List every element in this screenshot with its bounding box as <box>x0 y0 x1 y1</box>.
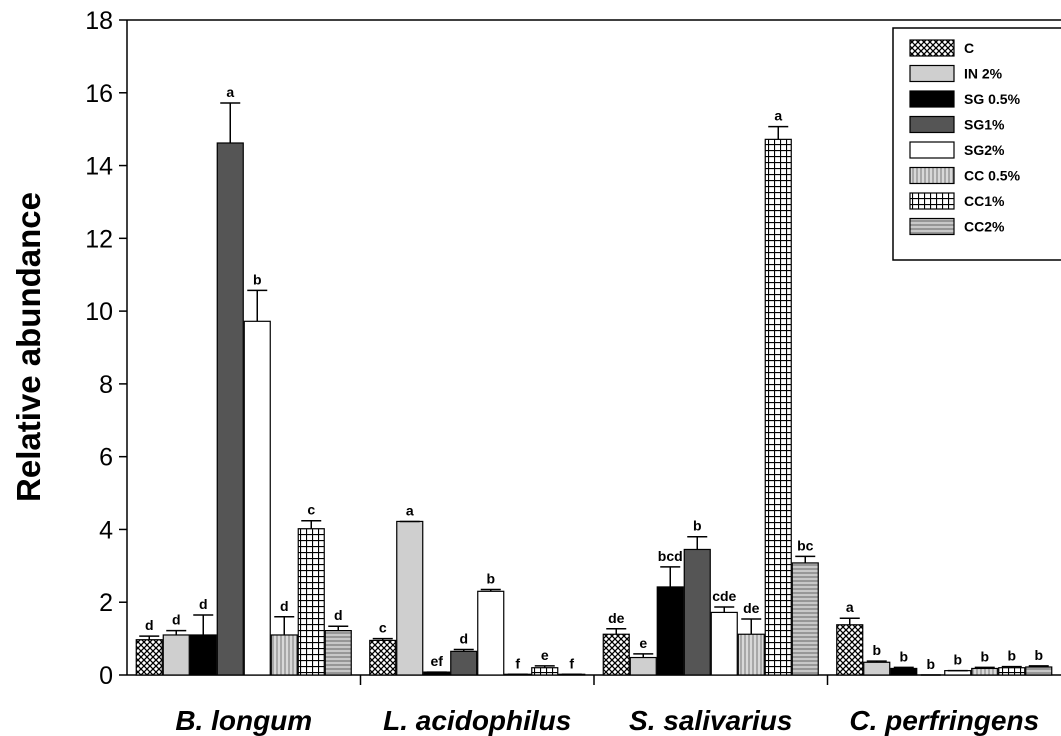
significance-label: c <box>379 620 387 636</box>
category-label: B. longum <box>175 705 312 736</box>
significance-label: d <box>334 607 343 623</box>
bar-sg1- <box>450 650 478 676</box>
legend-swatch <box>909 115 955 134</box>
significance-label: d <box>199 596 208 612</box>
legend-label: SG1% <box>964 117 1005 133</box>
bar-cc-0-5- <box>270 634 298 676</box>
legend-swatch <box>909 217 955 236</box>
y-axis-ticks: 0 2 4 6 8 10 12 14 16 18 <box>85 7 127 690</box>
y-tick-label: 4 <box>99 516 113 544</box>
significance-label: a <box>406 502 414 518</box>
y-tick-label: 12 <box>85 225 113 253</box>
significance-label: d <box>459 631 468 647</box>
significance-label: e <box>541 647 549 663</box>
significance-label: b <box>253 271 262 287</box>
bar-cc2- <box>1025 666 1053 676</box>
legend-label: CC2% <box>964 219 1005 235</box>
significance-label: b <box>1034 647 1043 663</box>
y-tick-label: 18 <box>85 7 113 35</box>
y-tick-label: 6 <box>99 444 113 472</box>
bar-cc1- <box>297 528 325 676</box>
significance-label: b <box>899 648 908 664</box>
significance-label: e <box>639 635 647 651</box>
significance-label: cde <box>712 588 736 604</box>
bar-in-2- <box>863 661 891 676</box>
bar-c <box>836 624 864 676</box>
legend-swatch <box>909 64 955 83</box>
significance-label: a <box>226 84 234 100</box>
bar-sg-0-5- <box>890 667 918 676</box>
legend-label: CC1% <box>964 193 1005 209</box>
bar-sg-0-5- <box>189 634 217 676</box>
legend-swatch <box>909 39 955 57</box>
category-label: L. acidophilus <box>383 705 571 736</box>
bar-c <box>369 639 397 676</box>
significance-label: c <box>307 502 315 518</box>
bar-cc-0-5- <box>971 667 999 676</box>
y-tick-label: 0 <box>99 662 113 690</box>
legend: C IN 2% SG 0.5% SG1% SG2% CC 0.5% CC1% CC2% <box>892 27 1061 261</box>
significance-label: b <box>486 570 495 586</box>
bar-cc1- <box>998 667 1026 676</box>
legend-swatch <box>909 166 955 185</box>
significance-label: f <box>569 655 574 671</box>
x-axis-ticks <box>359 675 829 685</box>
significance-label: d <box>172 612 181 628</box>
bar-cc-0-5- <box>737 633 765 676</box>
bar-cc1- <box>531 667 559 676</box>
category-label: S. salivarius <box>629 705 792 736</box>
bar-cc2- <box>791 562 819 676</box>
y-tick-label: 10 <box>85 298 113 326</box>
bar-c <box>602 633 630 676</box>
significance-label: de <box>608 610 625 626</box>
y-tick-label: 16 <box>85 80 113 108</box>
significance-label: b <box>872 642 881 658</box>
bar-cc1- <box>764 138 792 676</box>
bar-sg1- <box>683 548 711 676</box>
legend-swatch <box>909 90 955 108</box>
legend-label: IN 2% <box>964 66 1003 82</box>
significance-label: d <box>280 598 289 614</box>
significance-label: bcd <box>658 548 683 564</box>
bar-in-2- <box>396 520 424 676</box>
significance-label: b <box>953 652 962 668</box>
legend-swatch <box>909 192 955 210</box>
bar-sg2- <box>243 320 271 676</box>
bar-in-2- <box>629 656 657 676</box>
significance-label: a <box>774 108 782 124</box>
bar-sg1- <box>216 142 244 676</box>
legend-swatch <box>909 141 955 159</box>
significance-label: b <box>980 648 989 664</box>
legend-label: CC 0.5% <box>964 168 1021 184</box>
legend-label: SG 0.5% <box>964 91 1021 107</box>
legend-label: SG2% <box>964 142 1005 158</box>
significance-label: b <box>693 518 702 534</box>
significance-label: f <box>515 655 520 671</box>
significance-label: de <box>743 600 760 616</box>
y-tick-label: 8 <box>99 371 113 399</box>
significance-label: ef <box>431 653 444 669</box>
bar-cc2- <box>324 630 352 676</box>
bar-c <box>135 639 163 676</box>
significance-label: d <box>145 617 154 633</box>
bar-sg2- <box>710 611 738 676</box>
legend-label: C <box>964 40 974 56</box>
y-tick-label: 2 <box>99 589 113 617</box>
bar-sg2- <box>477 590 505 676</box>
y-axis-title: Relative abundance <box>10 192 47 502</box>
significance-label: a <box>846 599 854 615</box>
category-label: C. perfringens <box>849 705 1039 736</box>
bar-in-2- <box>162 634 190 676</box>
bar-sg-0-5- <box>656 586 684 676</box>
significance-label: bc <box>797 537 814 553</box>
category-labels: B. longum L. acidophilus S. salivarius C. p… <box>175 705 1039 736</box>
significance-label: b <box>926 656 935 672</box>
y-tick-label: 14 <box>85 153 113 181</box>
significance-label: b <box>1007 648 1016 664</box>
